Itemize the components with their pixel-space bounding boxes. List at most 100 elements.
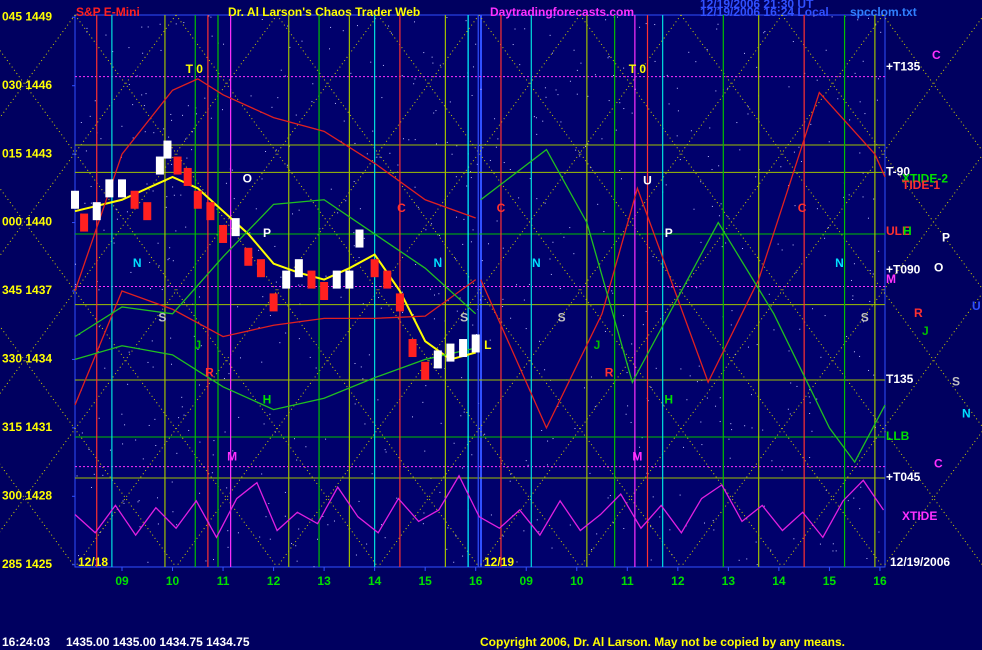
star	[463, 218, 465, 220]
price-bar	[92, 202, 101, 221]
star	[607, 497, 609, 499]
star	[617, 16, 619, 18]
star	[781, 469, 783, 471]
star	[669, 529, 671, 531]
star	[824, 315, 826, 317]
star	[84, 202, 86, 204]
star	[475, 43, 477, 45]
star	[354, 363, 356, 365]
star	[591, 548, 593, 550]
star	[853, 351, 855, 353]
star	[555, 89, 557, 91]
x-tick-label: 12	[267, 574, 281, 588]
series-line	[480, 91, 886, 430]
star	[866, 557, 868, 559]
star	[683, 446, 685, 448]
star	[366, 543, 368, 545]
star	[551, 547, 553, 549]
star	[172, 186, 174, 188]
star	[869, 300, 871, 302]
star	[126, 211, 128, 213]
star	[549, 258, 551, 260]
star	[790, 382, 792, 384]
star	[269, 315, 271, 317]
star	[453, 442, 455, 444]
star	[770, 549, 772, 551]
right-label: O	[934, 260, 943, 274]
price-bar	[446, 343, 455, 362]
star	[859, 355, 861, 357]
star	[525, 328, 527, 330]
star	[510, 473, 512, 475]
star	[580, 62, 582, 64]
star	[668, 286, 670, 288]
star	[75, 263, 77, 265]
star	[544, 87, 546, 89]
star	[258, 249, 260, 251]
price-bar	[130, 190, 139, 209]
star	[89, 115, 91, 117]
star	[872, 273, 874, 275]
star	[623, 528, 625, 530]
annotation: S	[558, 311, 566, 325]
star	[178, 417, 180, 419]
star	[198, 296, 200, 298]
star	[171, 481, 173, 483]
star	[275, 431, 276, 433]
star	[527, 464, 529, 466]
price-bar	[383, 270, 392, 289]
star	[298, 284, 300, 286]
star	[573, 253, 575, 255]
star	[552, 241, 554, 243]
star	[828, 141, 830, 143]
star	[128, 83, 130, 85]
price-bar	[256, 259, 265, 278]
star	[359, 208, 361, 210]
annotation: S	[158, 311, 166, 325]
star	[353, 245, 355, 247]
star	[854, 72, 856, 74]
star	[362, 303, 364, 305]
star	[706, 48, 708, 50]
star	[446, 141, 448, 143]
star	[494, 118, 496, 120]
star	[665, 184, 667, 186]
star	[182, 114, 184, 116]
price-bar	[471, 334, 480, 353]
star	[360, 366, 362, 368]
x-tick-label: 14	[772, 574, 786, 588]
star	[343, 120, 345, 122]
price-bar	[320, 282, 329, 300]
star	[536, 198, 538, 200]
star	[557, 94, 559, 96]
star	[622, 315, 624, 317]
star	[99, 531, 101, 533]
star	[319, 228, 321, 230]
star	[587, 95, 589, 97]
star	[227, 546, 229, 548]
price-bar	[105, 179, 114, 198]
star	[298, 338, 300, 340]
star	[853, 263, 855, 265]
star	[594, 74, 596, 76]
star	[461, 377, 463, 379]
star	[612, 522, 614, 524]
star	[232, 450, 234, 452]
star	[639, 26, 641, 28]
star	[289, 46, 291, 48]
star	[825, 49, 827, 51]
star	[847, 500, 849, 502]
star	[569, 227, 571, 229]
day-label: 12/19	[484, 555, 514, 569]
star	[176, 452, 178, 454]
star	[668, 103, 670, 105]
star	[793, 151, 795, 153]
star	[440, 422, 442, 424]
annotation: J	[594, 338, 601, 352]
x-tick-label: 11	[621, 574, 634, 588]
star	[676, 135, 678, 137]
star	[210, 117, 212, 119]
y-tick-label: 285 1425	[2, 557, 52, 571]
star	[196, 113, 198, 115]
